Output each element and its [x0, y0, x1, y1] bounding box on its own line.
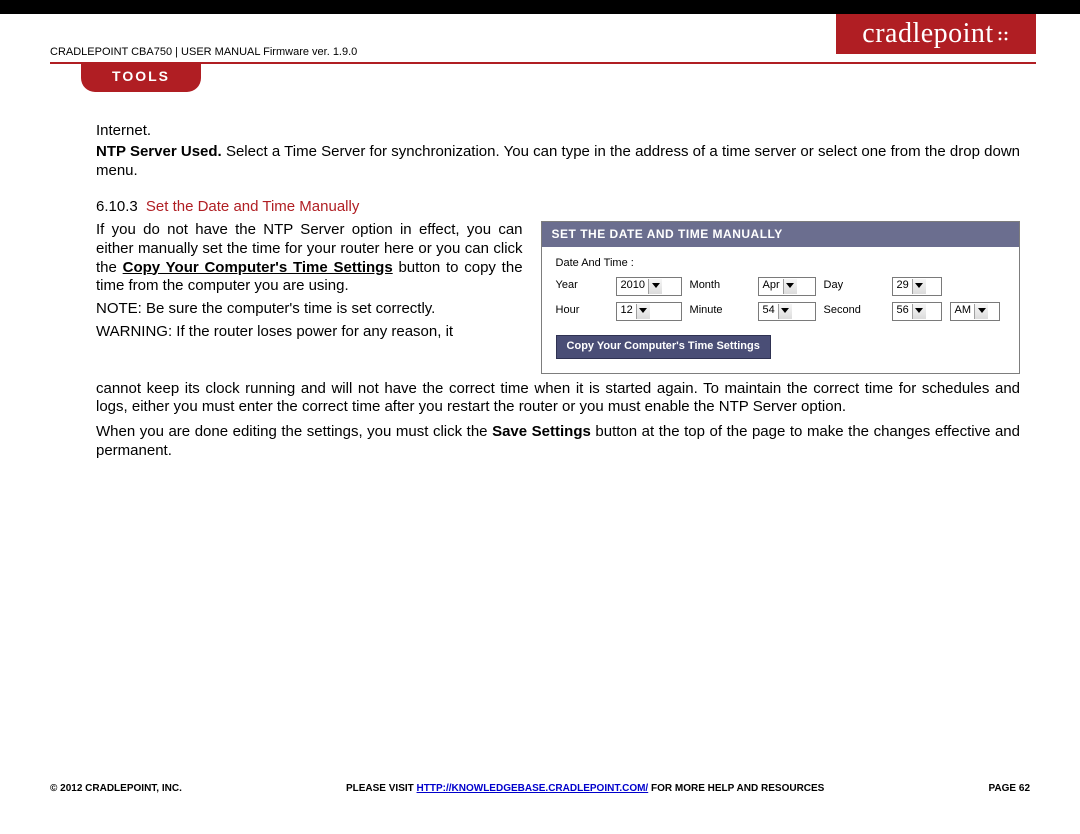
footer-link[interactable]: HTTP://KNOWLEDGEBASE.CRADLEPOINT.COM/	[417, 783, 649, 794]
day-value: 29	[897, 279, 912, 293]
save-settings-ref: Save Settings	[492, 423, 591, 440]
day-label: Day	[824, 279, 884, 293]
year-label: Year	[556, 279, 608, 293]
ampm-select[interactable]: AM	[950, 302, 1000, 321]
brand-name: cradlepoint	[862, 18, 993, 49]
chevron-down-icon	[636, 304, 650, 319]
footer-copyright: © 2012 CRADLEPOINT, INC.	[50, 783, 182, 794]
hour-value: 12	[621, 304, 636, 318]
chevron-down-icon	[648, 279, 662, 294]
footer-page: PAGE 62	[989, 783, 1031, 794]
chevron-down-icon	[778, 304, 792, 319]
second-select[interactable]: 56	[892, 302, 942, 321]
section-title: Set the Date and Time Manually	[146, 198, 359, 215]
panel-header: Set the Date and Time Manually	[542, 222, 1019, 247]
para-internet: Internet.	[96, 122, 1020, 141]
para-left1: If you do not have the NTP Server option…	[96, 221, 523, 296]
save-pre: When you are done editing the settings, …	[96, 423, 492, 440]
breadcrumb: CRADLEPOINT CBA750 | USER MANUAL Firmwar…	[50, 46, 1036, 62]
ntp-lead: NTP Server Used.	[96, 143, 222, 160]
footer-mid-pre: PLEASE VISIT	[346, 783, 417, 794]
para-note: NOTE: Be sure the computer's time is set…	[96, 300, 523, 319]
datetime-panel: Set the Date and Time Manually Date And …	[541, 221, 1020, 374]
date-time-label: Date And Time :	[556, 257, 1005, 271]
para-warning-cont: cannot keep its clock running and will n…	[96, 380, 1020, 418]
para-ntp: NTP Server Used. Select a Time Server fo…	[96, 143, 1020, 181]
top-bar	[0, 0, 1080, 14]
ampm-value: AM	[955, 304, 975, 318]
section-heading: 6.10.3 Set the Date and Time Manually	[96, 198, 1020, 217]
month-value: Apr	[763, 279, 783, 293]
copy-settings-text-ref: Copy Your Computer's Time Settings	[123, 259, 393, 276]
chevron-down-icon	[783, 279, 797, 294]
header-area: CRADLEPOINT CBA750 | USER MANUAL Firmwar…	[50, 46, 1036, 64]
para-save: When you are done editing the settings, …	[96, 423, 1020, 461]
time-row: Hour 12 Minute 54 Second 56 AM	[556, 302, 1005, 321]
chevron-down-icon	[912, 279, 926, 294]
date-row: Year 2010 Month Apr Day 29	[556, 277, 1005, 296]
second-value: 56	[897, 304, 912, 318]
minute-value: 54	[763, 304, 778, 318]
day-select[interactable]: 29	[892, 277, 942, 296]
month-label: Month	[690, 279, 750, 293]
section-number: 6.10.3	[96, 198, 138, 215]
footer-mid: PLEASE VISIT HTTP://KNOWLEDGEBASE.CRADLE…	[182, 783, 989, 794]
second-label: Second	[824, 304, 884, 318]
copy-time-button[interactable]: Copy Your Computer's Time Settings	[556, 335, 771, 359]
year-select[interactable]: 2010	[616, 277, 682, 296]
para-warning-start: WARNING: If the router loses power for a…	[96, 323, 523, 342]
chevron-down-icon	[912, 304, 926, 319]
tools-tab: TOOLS	[81, 64, 201, 92]
left-column: If you do not have the NTP Server option…	[96, 221, 523, 344]
hour-label: Hour	[556, 304, 608, 318]
footer-mid-post: FOR MORE HELP AND RESOURCES	[648, 783, 824, 794]
minute-label: Minute	[690, 304, 750, 318]
minute-select[interactable]: 54	[758, 302, 816, 321]
hour-select[interactable]: 12	[616, 302, 682, 321]
month-select[interactable]: Apr	[758, 277, 816, 296]
year-value: 2010	[621, 279, 648, 293]
ntp-rest: Select a Time Server for synchronization…	[96, 143, 1020, 179]
main-content: Internet. NTP Server Used. Select a Time…	[96, 122, 1020, 463]
footer: © 2012 CRADLEPOINT, INC. PLEASE VISIT HT…	[50, 783, 1030, 794]
chevron-down-icon	[974, 304, 988, 319]
